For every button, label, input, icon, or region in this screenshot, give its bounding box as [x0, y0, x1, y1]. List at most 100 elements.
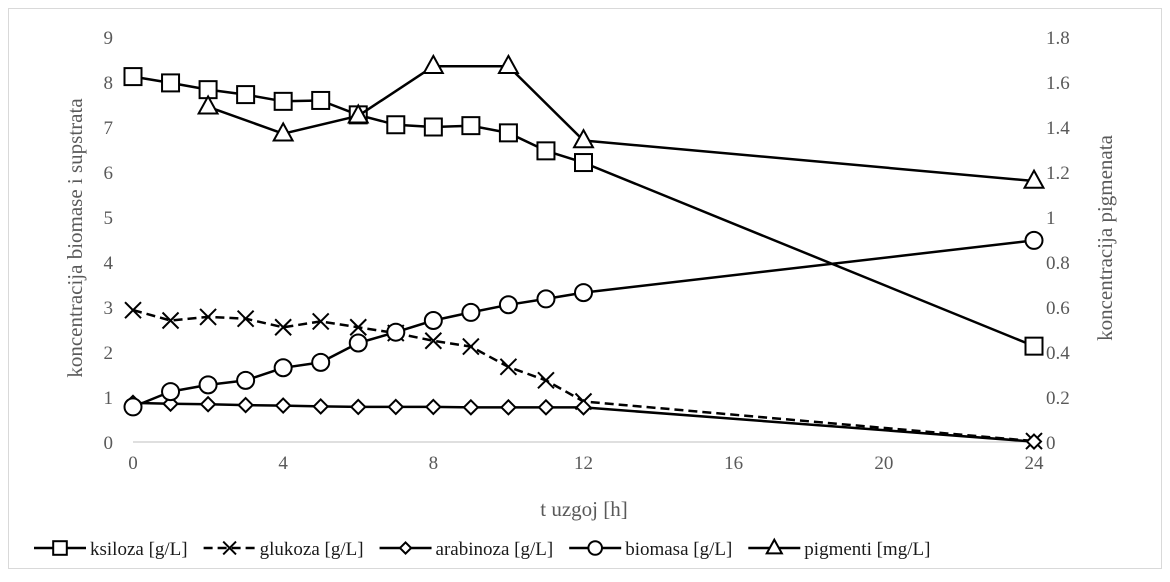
data-point-x: [199, 308, 217, 326]
y-left-tick-label: 6: [104, 163, 114, 184]
x-tick-label: 20: [874, 453, 893, 474]
y-right-tick-label: 1.8: [1046, 28, 1070, 49]
legend-label: ksiloza [g/L]: [90, 539, 188, 560]
x-tick-label: 16: [724, 453, 743, 474]
data-point-circle: [273, 358, 293, 378]
data-point-square: [536, 141, 556, 161]
data-point-triangle: [272, 121, 295, 142]
data-point-square: [423, 117, 443, 137]
data-point-circle: [348, 333, 368, 353]
data-point-circle: [386, 322, 406, 342]
data-point-x: [499, 358, 518, 376]
data-point-diamond: [398, 540, 413, 556]
y-axis-title-right: koncentracija pigmenata: [1093, 134, 1117, 340]
data-point-x: [222, 540, 237, 556]
data-point-triangle: [422, 53, 445, 74]
y-right-tick-label: 1.2: [1046, 163, 1070, 184]
y-right-tick-label: 0.6: [1046, 298, 1070, 319]
x-tick-label: 12: [574, 453, 593, 474]
data-point-x: [349, 318, 367, 336]
legend-label: glukoza [g/L]: [260, 539, 364, 560]
data-point-x: [312, 312, 330, 331]
data-point-diamond: [274, 397, 292, 414]
y-right-tick-label: 0: [1046, 433, 1056, 454]
data-point-triangle: [572, 128, 595, 149]
x-tick-label: 24: [1025, 453, 1045, 474]
x-tick-label: 0: [128, 453, 138, 474]
data-point-x: [161, 311, 180, 330]
data-point-diamond: [500, 398, 517, 416]
data-point-diamond: [424, 398, 442, 416]
series-triangle: [196, 53, 1046, 189]
data-point-diamond: [387, 398, 405, 416]
y-right-tick-label: 0.4: [1046, 343, 1070, 364]
data-point-square: [123, 67, 143, 87]
data-point-circle: [536, 289, 556, 309]
data-point-square: [461, 116, 481, 136]
legend-item: ksiloza [g/L]: [34, 539, 188, 560]
data-point-circle: [461, 302, 481, 322]
data-point-square: [498, 123, 518, 143]
y-left-tick-label: 9: [104, 28, 114, 49]
data-point-circle: [574, 283, 593, 303]
data-point-x: [537, 371, 555, 390]
data-point-x: [274, 318, 292, 336]
series-diamond: [124, 394, 1043, 450]
data-point-square: [273, 91, 293, 111]
data-point-square: [311, 90, 331, 110]
data-point-square: [52, 540, 68, 556]
legend-item: arabinoza [g/L]: [379, 539, 554, 560]
data-point-square: [1024, 336, 1044, 356]
y-left-tick-label: 4: [104, 253, 114, 274]
y-left-tick-label: 7: [104, 118, 114, 139]
data-point-square: [161, 73, 181, 93]
data-point-diamond: [199, 395, 217, 413]
data-point-triangle: [347, 103, 370, 124]
data-point-x: [124, 301, 142, 319]
data-point-circle: [498, 295, 518, 315]
y-right-tick-label: 0.8: [1046, 253, 1070, 274]
legend-item: glukoza [g/L]: [203, 539, 364, 560]
data-point-diamond: [1025, 433, 1043, 450]
data-point-triangle: [1022, 168, 1046, 189]
data-point-diamond: [349, 398, 367, 416]
y-axis-title-left: koncentracija biomase i supstrata: [63, 98, 87, 378]
data-point-circle: [587, 540, 603, 556]
data-point-diamond: [237, 396, 255, 414]
data-point-circle: [236, 370, 256, 390]
legend-item: pigmenti [mg/L]: [748, 537, 930, 560]
y-left-tick-label: 5: [104, 208, 114, 229]
y-right-tick-label: 1.4: [1046, 118, 1070, 139]
data-point-circle: [311, 352, 331, 372]
y-right-tick-label: 0.2: [1046, 388, 1070, 409]
y-left-tick-label: 0: [104, 433, 114, 454]
y-left-tick-label: 1: [104, 388, 114, 409]
data-point-square: [386, 115, 406, 135]
data-point-diamond: [462, 398, 480, 416]
data-point-circle: [161, 382, 181, 402]
data-point-circle: [1024, 230, 1044, 250]
data-point-x: [424, 332, 443, 350]
data-point-square: [574, 153, 593, 173]
data-point-triangle: [765, 537, 784, 555]
legend-item: biomasa [g/L]: [569, 539, 732, 560]
series-circle: [123, 230, 1044, 417]
legend-label: biomasa [g/L]: [625, 539, 732, 560]
x-tick-label: 4: [278, 453, 288, 474]
y-left-tick-label: 3: [104, 298, 114, 319]
data-point-diamond: [537, 398, 555, 416]
data-point-diamond: [312, 398, 330, 415]
y-right-tick-label: 1: [1046, 208, 1056, 229]
y-right-tick-label: 1.6: [1046, 73, 1070, 94]
data-point-x: [462, 337, 480, 356]
data-point-circle: [123, 397, 143, 417]
data-point-square: [236, 85, 256, 105]
legend-label: arabinoza [g/L]: [436, 539, 554, 560]
data-point-diamond: [575, 398, 592, 416]
x-axis-title: t uzgoj [h]: [540, 497, 627, 521]
x-tick-label: 8: [429, 453, 439, 474]
data-point-x: [236, 309, 255, 328]
data-point-triangle: [196, 94, 220, 115]
